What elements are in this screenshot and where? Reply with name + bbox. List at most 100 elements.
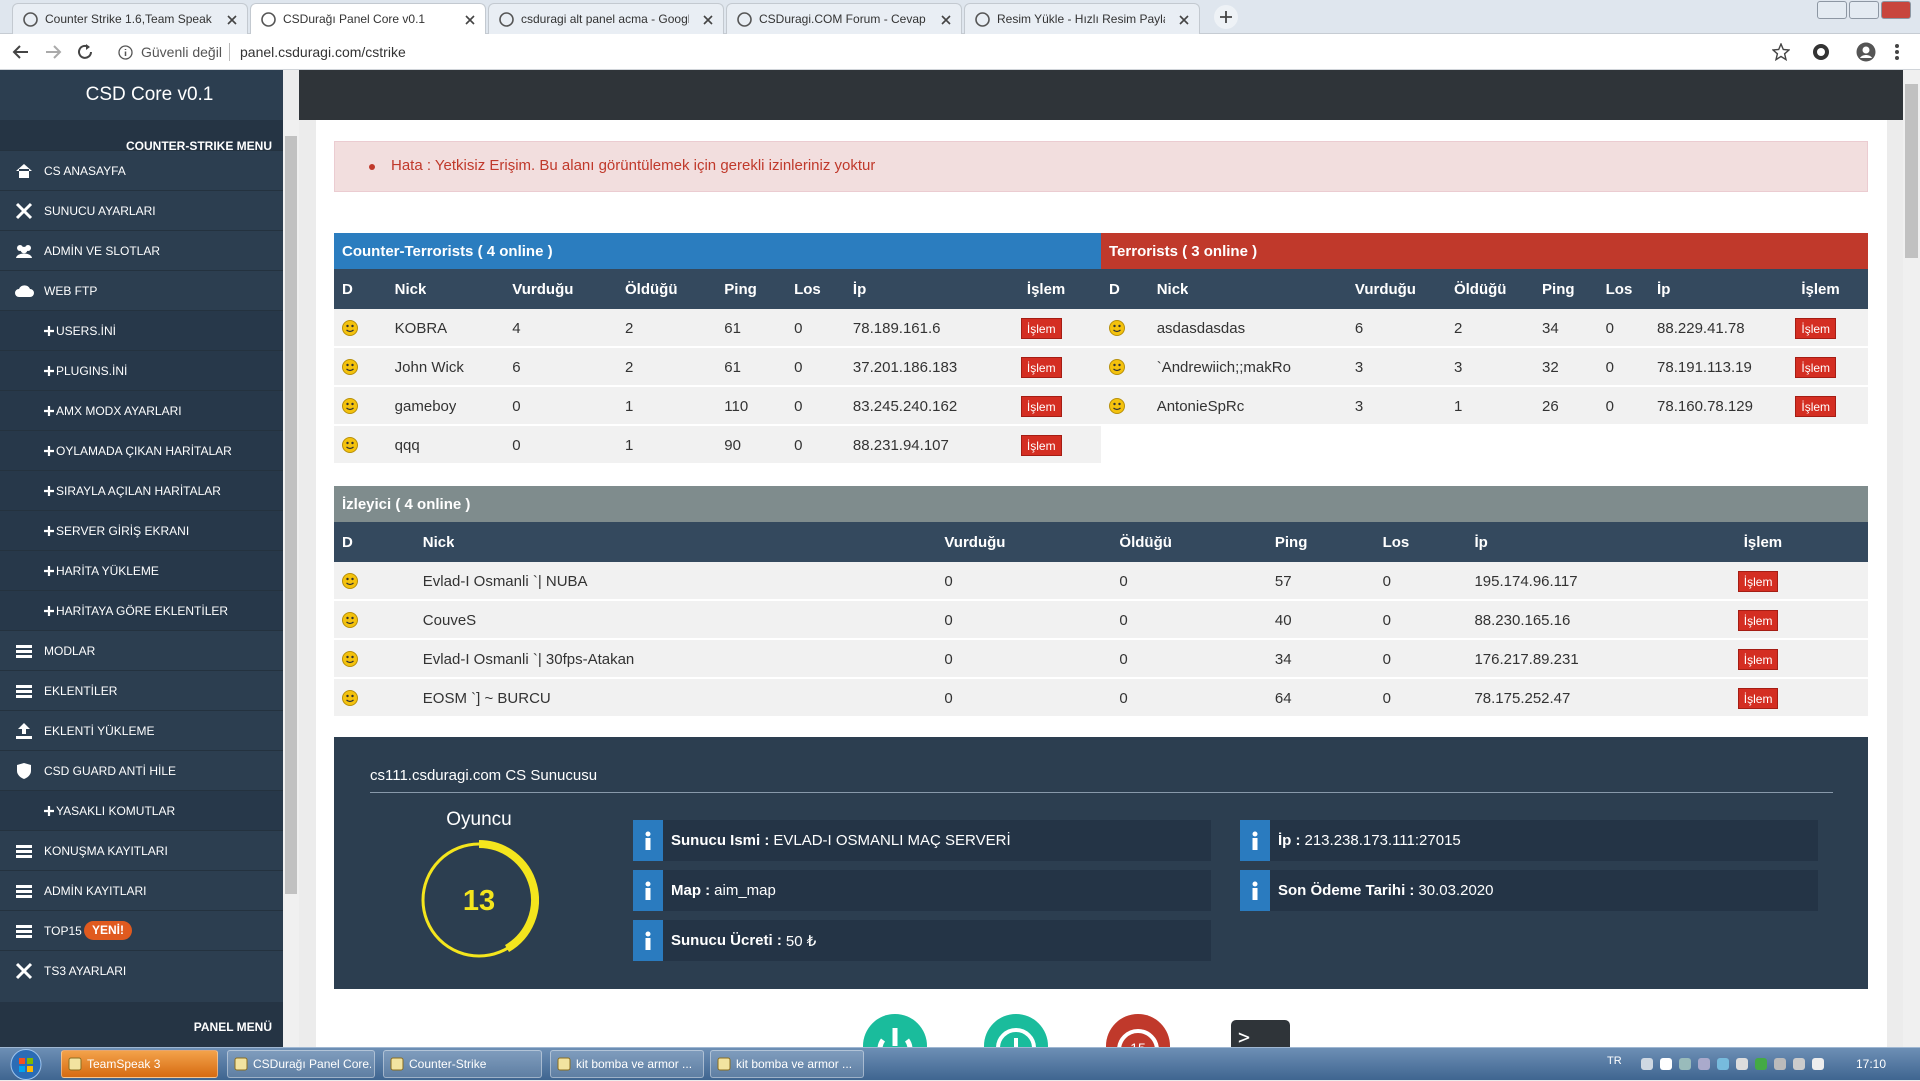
tab-close-icon: [465, 15, 475, 25]
browser-tab[interactable]: CSDurağı Panel Core v0.1: [250, 3, 486, 34]
icon-shape: [1113, 402, 1116, 406]
sidebar-item[interactable]: MODLAR: [0, 630, 283, 670]
action-button[interactable]: İşlem: [1737, 688, 1779, 709]
taskbar-item[interactable]: CSDurağı Panel Core...: [227, 1050, 375, 1078]
url[interactable]: panel.csduragi.com/cstrike: [240, 44, 406, 60]
icon-shape: [717, 1057, 731, 1071]
icon-shape: [346, 446, 354, 450]
sidebar-item[interactable]: SERVER GİRİŞ EKRANI: [0, 510, 283, 550]
new-badge: YENİ!: [84, 921, 133, 940]
browser-tab[interactable]: Counter Strike 1.6,Team Speak 3: [12, 3, 248, 34]
action-button[interactable]: İşlem: [1795, 396, 1837, 417]
icon-shape: [1118, 324, 1121, 328]
plus-icon: [44, 406, 54, 416]
sidebar-item[interactable]: ADMİN VE SLOTLAR: [0, 230, 283, 270]
table-cell: 4: [512, 320, 521, 337]
taskbar-item[interactable]: kit bomba ve armor ...: [710, 1050, 864, 1078]
sidebar-icon: [16, 164, 32, 178]
table-row: John Wick 6 2 61 0 37.201.186.183 İşlem: [334, 348, 1101, 387]
window-control[interactable]: [1817, 1, 1847, 19]
sidebar-scroll-thumb[interactable]: [285, 136, 297, 894]
icon-shape: [19, 1066, 25, 1072]
sidebar-icon: [16, 245, 32, 258]
table-cell: 34: [1542, 320, 1559, 337]
sidebar-item[interactable]: CSD GUARD ANTİ HİLE: [0, 750, 283, 790]
sidebar-item[interactable]: KONUŞMA KAYITLARI: [0, 830, 283, 870]
window-control[interactable]: [1849, 1, 1879, 19]
sidebar-item[interactable]: USERS.İNİ: [0, 310, 283, 350]
table-row: EOSM `] ~ BURCU 0 0 64 0 78.175.252.47 İşlem: [334, 679, 1868, 718]
browser-tab[interactable]: CSDuragi.COM Forum - Cevap g: [726, 3, 962, 34]
icon-shape: [1118, 363, 1121, 367]
sidebar-item[interactable]: SUNUCU AYARLARI: [0, 190, 283, 230]
action-button[interactable]: İşlem: [1737, 571, 1779, 592]
sidebar-item[interactable]: EKLENTİ YÜKLEME: [0, 710, 283, 750]
sidebar-item[interactable]: PLUGINS.İNİ: [0, 350, 283, 390]
console-button[interactable]: [1231, 1020, 1290, 1047]
action-button[interactable]: İşlem: [1020, 435, 1062, 456]
sidebar-item[interactable]: AMX MODX AYARLARI: [0, 390, 283, 430]
status-icon: [342, 398, 358, 414]
icon-shape: [1774, 1058, 1786, 1070]
info-box: Map : aim_map: [633, 870, 1211, 911]
status-icon: [342, 320, 358, 336]
info-icon: [118, 45, 133, 60]
sidebar-item[interactable]: EKLENTİLER: [0, 670, 283, 710]
table-cell: 78.160.78.129: [1657, 398, 1753, 415]
sidebar-item[interactable]: HARİTAYA GÖRE EKLENTİLER: [0, 590, 283, 630]
icon-shape: [478, 840, 539, 952]
browser-tab[interactable]: Resim Yükle - Hızlı Resim Paylaş: [964, 3, 1200, 34]
menu-icon: [1895, 44, 1899, 60]
icon-shape: [15, 285, 34, 297]
icon-shape: [15, 962, 33, 980]
action-button[interactable]: İşlem: [1020, 357, 1062, 378]
page-scroll-thumb[interactable]: [1905, 84, 1918, 258]
icon-shape: [16, 645, 32, 648]
sidebar-item-label: WEB FTP: [44, 284, 98, 298]
action-button[interactable]: İşlem: [1795, 318, 1837, 339]
sidebar-item[interactable]: TOP15 YENİ!: [0, 910, 283, 950]
table-cell: 0: [794, 437, 803, 454]
icon-shape: [346, 368, 354, 372]
sidebar-item[interactable]: ADMİN KAYITLARI: [0, 870, 283, 910]
column-header-row: [334, 522, 1868, 562]
sidebar-item[interactable]: SIRAYLA AÇILAN HARİTALAR: [0, 470, 283, 510]
icon-shape: [346, 694, 349, 698]
icon-shape: [1117, 1029, 1159, 1047]
top-bar: [299, 70, 1903, 120]
action-button[interactable]: İşlem: [1737, 610, 1779, 631]
table-cell: 78.189.161.6: [852, 320, 941, 337]
taskbar-item[interactable]: kit bomba ve armor ...: [550, 1050, 704, 1078]
tab-title: CSDurağı Panel Core v0.1: [283, 12, 426, 26]
restart-button: [1106, 1014, 1170, 1047]
table-row: qqq 0 1 90 0 88.231.94.107 İşlem: [334, 426, 1101, 465]
table-cell: 0: [1119, 573, 1128, 590]
taskbar-item[interactable]: Counter-Strike: [383, 1050, 542, 1078]
taskbar-item[interactable]: TeamSpeak 3: [61, 1050, 218, 1078]
icon-shape: [1895, 44, 1899, 48]
action-button[interactable]: İşlem: [1795, 357, 1837, 378]
icon-shape: [15, 202, 33, 220]
sidebar-item[interactable]: TS3 AYARLARI: [0, 950, 283, 990]
sidebar-item[interactable]: CS ANASAYFA: [0, 150, 283, 190]
action-button[interactable]: İşlem: [1737, 649, 1779, 670]
icon-shape: [346, 616, 349, 620]
info-box: İp :213.238.173.111:27015: [1240, 820, 1818, 861]
tray-icon: [1698, 1058, 1710, 1070]
plus-icon: [44, 806, 54, 816]
sidebar-item[interactable]: OYLAMADA ÇIKAN HARİTALAR: [0, 430, 283, 470]
sidebar-item[interactable]: WEB FTP: [0, 270, 283, 310]
action-button[interactable]: İşlem: [1020, 318, 1062, 339]
browser-tab[interactable]: csduragi alt panel acma - Google: [488, 3, 724, 34]
window-control[interactable]: [1881, 1, 1911, 19]
action-button[interactable]: İşlem: [1020, 396, 1062, 417]
taskbar-item-label: Counter-Strike: [409, 1057, 487, 1071]
tray-icon: [1774, 1058, 1786, 1070]
sidebar-item[interactable]: HARİTA YÜKLEME: [0, 550, 283, 590]
icon-shape: [346, 660, 354, 664]
sidebar-item[interactable]: YASAKLI KOMUTLAR: [0, 790, 283, 830]
icon-shape: [20, 246, 28, 254]
info-icon: [1252, 881, 1258, 900]
taskbar-item-icon: [717, 1057, 731, 1071]
icon-shape: [346, 699, 354, 703]
